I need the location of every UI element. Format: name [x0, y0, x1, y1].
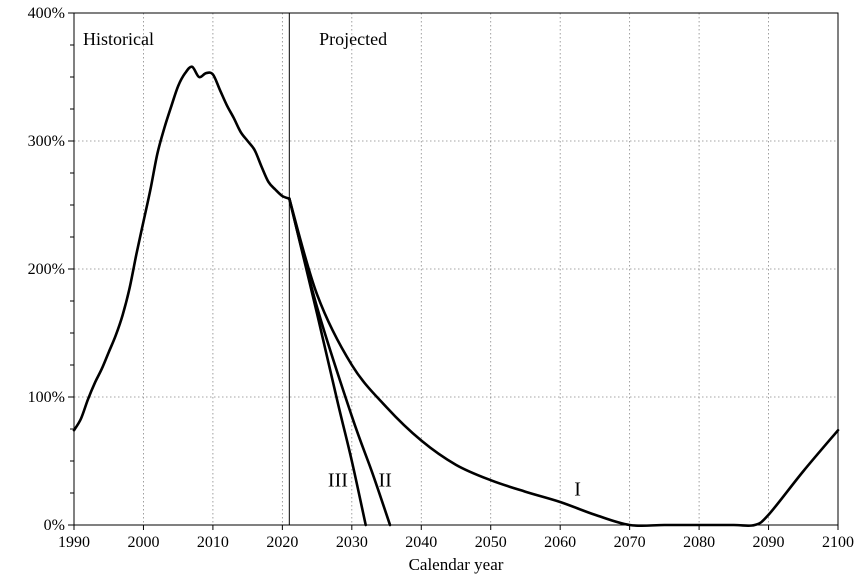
- series-label-iii: III: [328, 470, 348, 492]
- x-tick-label: 2050: [475, 534, 507, 551]
- x-tick-label: 2010: [197, 534, 229, 551]
- x-tick-label: 2070: [614, 534, 646, 551]
- x-tick-label: 2080: [683, 534, 715, 551]
- y-tick-label: 100%: [28, 389, 65, 406]
- x-axis-title: Calendar year: [409, 555, 504, 574]
- x-tick-label: 2090: [753, 534, 785, 551]
- y-tick-label: 0%: [44, 517, 65, 534]
- historical-region-label: Historical: [83, 29, 154, 49]
- x-tick-label: 1990: [58, 534, 90, 551]
- x-tick-label: 2020: [266, 534, 298, 551]
- x-tick-label: 2060: [544, 534, 576, 551]
- x-tick-label: 2040: [405, 534, 437, 551]
- series-line-i: [288, 197, 840, 528]
- plot-frame: [68, 12, 839, 530]
- y-tick-label: 400%: [28, 5, 65, 22]
- series-line-iii: [288, 197, 368, 527]
- series-label-i: I: [574, 479, 581, 501]
- x-tick-label: 2100: [822, 534, 854, 551]
- y-tick-label: 300%: [28, 133, 65, 150]
- series-label-ii: II: [378, 470, 391, 492]
- x-tick-label: 2000: [127, 534, 159, 551]
- projected-region-label: Projected: [319, 29, 387, 49]
- y-tick-label: 200%: [28, 261, 65, 278]
- labels-layer: 1990 2000 2010 2020 2030 2040 2050 2060 2070 2080…: [28, 5, 854, 574]
- grid: [74, 13, 838, 525]
- series-line-historical: [72, 65, 291, 432]
- series-layer: [72, 65, 840, 528]
- x-tick-label: 2030: [336, 534, 368, 551]
